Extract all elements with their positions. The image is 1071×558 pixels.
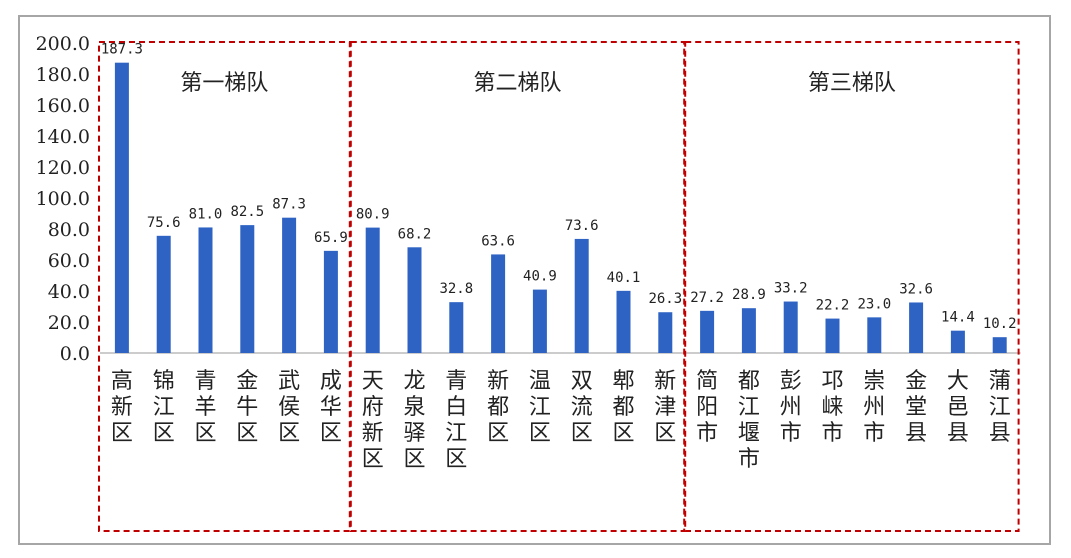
bar — [282, 217, 297, 353]
group-label: 第二梯队 — [473, 71, 561, 96]
category-label: 新津区 — [654, 369, 676, 446]
bar — [240, 225, 255, 353]
y-tick-label: 100.0 — [36, 188, 90, 210]
bar-value-label: 68.2 — [398, 226, 432, 242]
group-box — [684, 41, 1020, 532]
bar — [992, 337, 1007, 353]
bar-value-label: 81.0 — [189, 206, 223, 222]
y-tick-label: 40.0 — [48, 281, 90, 303]
bar — [783, 301, 798, 353]
bar-value-label: 10.2 — [983, 316, 1017, 332]
bar — [825, 318, 840, 353]
bar-value-label: 82.5 — [230, 204, 264, 220]
bar — [114, 62, 129, 354]
y-tick-label: 0.0 — [60, 343, 90, 365]
category-label: 天府新区 — [362, 369, 384, 472]
bar — [867, 317, 882, 353]
category-label: 青羊区 — [194, 369, 216, 446]
bar — [574, 238, 589, 353]
category-label: 蒲江县 — [989, 369, 1011, 446]
category-label: 金堂县 — [905, 369, 927, 446]
bar — [323, 250, 338, 353]
bar-value-label: 73.6 — [565, 218, 599, 234]
category-label: 温江区 — [529, 369, 551, 446]
bar-value-label: 80.9 — [356, 207, 390, 223]
category-label: 彭州市 — [780, 369, 802, 446]
category-label: 大邑县 — [947, 369, 969, 446]
bar-value-label: 22.2 — [816, 298, 850, 314]
y-tick-label: 80.0 — [48, 219, 90, 241]
bar-value-label: 27.2 — [690, 290, 724, 306]
category-label: 武侯区 — [278, 369, 300, 446]
y-tick-label: 20.0 — [48, 312, 90, 334]
y-tick-label: 200.0 — [36, 33, 90, 55]
bar-value-label: 28.9 — [732, 287, 766, 303]
category-label: 双流区 — [571, 369, 593, 446]
bar — [198, 227, 213, 353]
bar-value-label: 26.3 — [648, 291, 682, 307]
bar-value-label: 14.4 — [941, 310, 975, 326]
group-box — [98, 41, 351, 532]
bar-value-label: 63.6 — [481, 233, 515, 249]
bar — [700, 310, 715, 353]
bar — [407, 247, 422, 353]
category-label: 高新区 — [111, 369, 133, 446]
bar-value-label: 33.2 — [774, 281, 808, 297]
bar — [616, 290, 631, 353]
chart-frame — [18, 15, 1051, 545]
y-tick-label: 180.0 — [36, 64, 90, 86]
bar — [491, 254, 506, 353]
bar-value-label: 75.6 — [147, 215, 181, 231]
y-tick-label: 120.0 — [36, 157, 90, 179]
bar — [741, 308, 756, 353]
category-label: 青白江区 — [445, 369, 467, 472]
category-label: 都江堰市 — [738, 369, 760, 472]
bar — [532, 289, 547, 353]
bar — [909, 302, 924, 353]
category-label: 新都区 — [487, 369, 509, 446]
category-label: 郫都区 — [612, 369, 634, 446]
bar-value-label: 40.1 — [607, 270, 641, 286]
y-tick-label: 60.0 — [48, 250, 90, 272]
category-label: 崇州市 — [863, 369, 885, 446]
y-tick-label: 140.0 — [36, 126, 90, 148]
bar-value-label: 32.6 — [899, 281, 933, 297]
category-label: 简阳市 — [696, 369, 718, 446]
bar-value-label: 87.3 — [272, 197, 306, 213]
category-label: 成华区 — [320, 369, 342, 446]
bar — [449, 302, 464, 353]
category-label: 锦江区 — [153, 369, 175, 446]
bar-value-label: 32.8 — [439, 281, 473, 297]
y-tick-label: 160.0 — [36, 95, 90, 117]
group-label: 第一梯队 — [180, 71, 268, 96]
bar — [658, 312, 673, 353]
bar — [156, 235, 171, 353]
category-label: 金牛区 — [236, 369, 258, 446]
category-label: 邛崃市 — [821, 369, 843, 446]
bar — [950, 330, 965, 353]
group-label: 第三梯队 — [808, 71, 896, 96]
group-box — [349, 41, 686, 532]
bar-value-label: 23.0 — [857, 296, 891, 312]
bar — [365, 227, 380, 353]
bar-value-label: 187.3 — [101, 42, 143, 58]
category-label: 龙泉驿区 — [403, 369, 425, 472]
bar-value-label: 65.9 — [314, 230, 348, 246]
bar-value-label: 40.9 — [523, 269, 557, 285]
